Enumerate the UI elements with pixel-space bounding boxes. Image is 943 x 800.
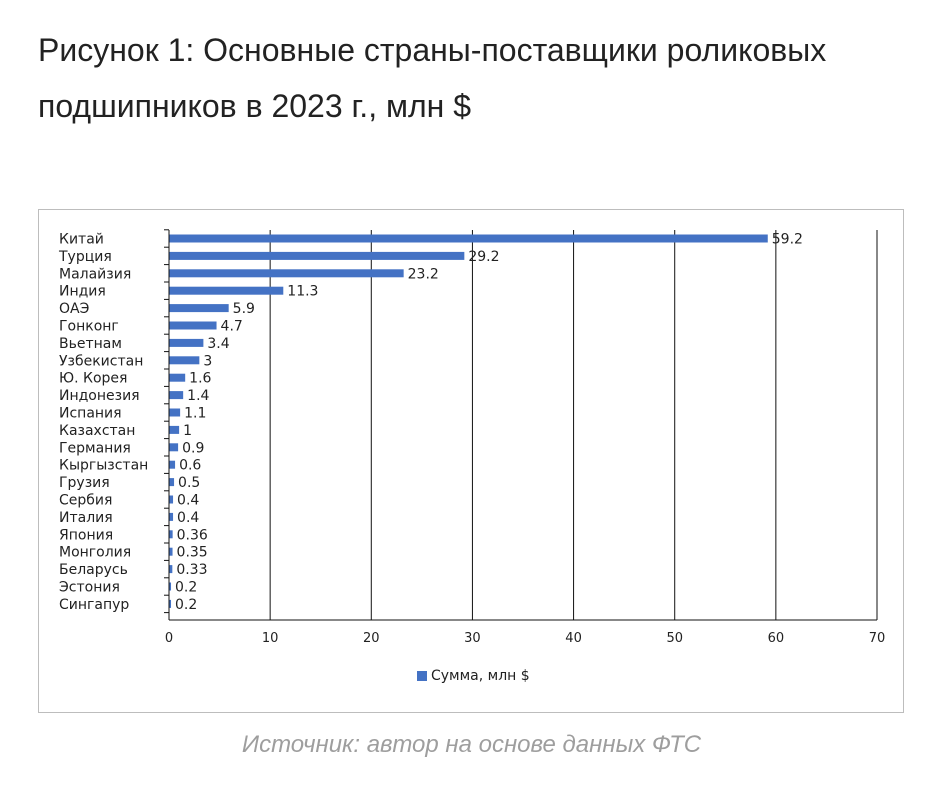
bar-chart: 0 10 20 30 40 50 60 70 Китай 59.2 Турция 29.2 Малай…	[58, 229, 886, 684]
bar	[169, 338, 204, 347]
bar	[169, 269, 404, 278]
value-label: 0.35	[177, 545, 208, 561]
category-label: Испания	[59, 406, 122, 422]
category-label: Монголия	[59, 545, 131, 561]
category-label: Индонезия	[59, 388, 140, 404]
bar	[169, 443, 179, 452]
x-tick-label: 20	[363, 631, 380, 646]
category-label: Малайзия	[59, 266, 131, 282]
value-label: 0.4	[177, 510, 199, 526]
bar	[169, 373, 186, 382]
bar	[169, 460, 176, 469]
data-labels: Китай 59.2 Турция 29.2 Малайзия 23.2 Индия 11.3…	[58, 232, 803, 613]
value-label: 0.36	[177, 527, 208, 543]
bar	[169, 408, 181, 417]
category-label: Беларусь	[59, 562, 128, 578]
category-label: Япония	[59, 527, 113, 543]
legend: Сумма, млн $	[417, 668, 530, 684]
value-label: 5.9	[233, 301, 255, 317]
bar	[169, 547, 173, 556]
bar	[169, 391, 184, 400]
bar	[169, 234, 768, 243]
value-label: 0.4	[177, 493, 199, 509]
value-label: 0.2	[175, 597, 197, 613]
bar	[169, 495, 174, 504]
value-label: 1.1	[184, 406, 206, 422]
legend-label: Сумма, млн $	[431, 668, 530, 684]
bar	[169, 599, 172, 608]
category-label: Индия	[59, 284, 106, 300]
x-tick-label: 10	[262, 631, 279, 646]
category-label: Италия	[59, 510, 113, 526]
value-label: 23.2	[408, 266, 439, 282]
value-label: 0.33	[176, 562, 207, 578]
value-label: 3.4	[207, 336, 229, 352]
bar	[169, 582, 172, 591]
category-label: Сербия	[59, 493, 112, 509]
bar	[169, 478, 175, 487]
x-tick-label: 70	[869, 631, 886, 646]
bar	[169, 425, 180, 434]
x-tick-label: 40	[565, 631, 582, 646]
bar	[169, 321, 217, 330]
value-label: 4.7	[221, 319, 243, 335]
bar	[169, 512, 174, 521]
value-label: 1.4	[187, 388, 209, 404]
value-label: 0.2	[175, 580, 197, 596]
x-tick-label: 0	[165, 631, 173, 646]
category-label: Грузия	[59, 475, 110, 491]
bar	[169, 356, 200, 365]
category-label: Ю. Корея	[59, 371, 127, 387]
bar	[169, 251, 465, 260]
value-label: 0.6	[179, 458, 201, 474]
x-tick-label: 60	[768, 631, 785, 646]
value-label: 11.3	[287, 284, 318, 300]
category-label: ОАЭ	[59, 301, 89, 317]
value-label: 59.2	[772, 232, 803, 248]
bar	[169, 304, 229, 313]
value-label: 29.2	[468, 249, 499, 265]
value-label: 0.9	[182, 440, 204, 456]
category-label: Китай	[59, 232, 104, 248]
chart-frame: 0 10 20 30 40 50 60 70 Китай 59.2 Турция 29.2 Малай…	[38, 209, 904, 713]
category-label: Вьетнам	[59, 336, 122, 352]
bar	[169, 530, 173, 539]
legend-swatch	[417, 671, 427, 681]
category-label: Германия	[59, 440, 131, 456]
page-title: Рисунок 1: Основные страны-поставщики ро…	[38, 32, 827, 124]
x-tick-label: 50	[666, 631, 683, 646]
category-label: Турция	[58, 249, 112, 265]
category-label: Узбекистан	[59, 353, 143, 369]
bar	[169, 565, 173, 574]
value-label: 1	[183, 423, 192, 439]
x-tick-label: 30	[464, 631, 481, 646]
bar	[169, 286, 284, 295]
category-label: Сингапур	[59, 597, 129, 613]
bars	[169, 234, 768, 608]
category-label: Гонконг	[59, 319, 119, 335]
axes: 0 10 20 30 40 50 60 70	[164, 229, 886, 646]
category-label: Казахстан	[59, 423, 135, 439]
value-label: 1.6	[189, 371, 211, 387]
grid-lines	[269, 230, 878, 620]
category-label: Кыргызстан	[59, 458, 148, 474]
value-label: 3	[203, 353, 212, 369]
value-label: 0.5	[178, 475, 200, 491]
category-label: Эстония	[59, 580, 120, 596]
source-caption: Источник: автор на основе данных ФТС	[241, 731, 702, 758]
